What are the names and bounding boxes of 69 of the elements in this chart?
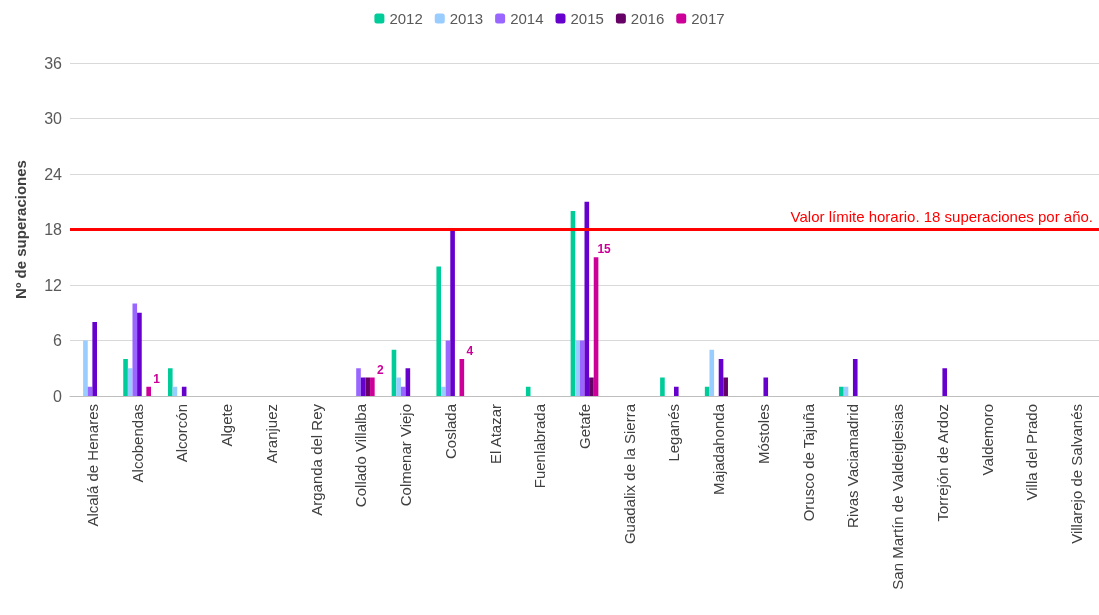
x-tick-label: Colmenar Viejo xyxy=(397,404,415,507)
bar xyxy=(673,386,679,396)
x-tick-label: Algete xyxy=(218,404,236,447)
bar xyxy=(709,349,715,396)
bar xyxy=(441,386,446,396)
x-tick-label: Alcobendas xyxy=(128,404,146,483)
bar xyxy=(123,359,128,396)
bar xyxy=(942,368,948,396)
x-tick-label: Valdemoro xyxy=(978,404,996,476)
bar xyxy=(660,377,665,396)
x-tick-label: Fuenlabrada xyxy=(531,403,549,489)
x-tick-label: San Martín de Valdeiglesias xyxy=(889,404,907,590)
bar xyxy=(589,377,594,396)
x-tick-label: El Atazar xyxy=(486,404,504,465)
bar xyxy=(575,340,580,396)
x-tick-label: Torrejón de Ardoz xyxy=(933,404,951,522)
x-tick-label: Arganda del Rey xyxy=(307,403,325,516)
bar xyxy=(396,377,401,396)
data-label: 15 xyxy=(597,242,612,257)
x-tick-label: Majadahonda xyxy=(710,403,728,495)
bar xyxy=(92,322,97,396)
x-tick-label: Alcorcón xyxy=(173,404,191,463)
legend-label: 2014 xyxy=(510,10,544,27)
y-tick-label: 30 xyxy=(44,110,63,127)
legend-label: 2016 xyxy=(630,10,665,27)
bar xyxy=(839,386,844,396)
bar xyxy=(525,386,531,396)
bar xyxy=(356,368,361,396)
legend-label: 2013 xyxy=(449,10,484,27)
y-tick-label: 0 xyxy=(53,387,63,405)
bar xyxy=(723,377,728,396)
legend-label: 2015 xyxy=(570,10,604,27)
y-tick-label: 18 xyxy=(44,221,63,238)
y-tick-label: 36 xyxy=(44,54,63,72)
bar xyxy=(579,340,585,396)
bar xyxy=(852,359,858,396)
legend-label: 2012 xyxy=(389,10,423,27)
y-axis-title: Nº de superaciones xyxy=(12,160,29,299)
x-tick-label: Móstoles xyxy=(754,404,772,465)
data-label: 1 xyxy=(153,371,161,386)
y-tick-label: 12 xyxy=(44,276,63,294)
bar xyxy=(167,368,173,396)
x-tick-label: Rivas Vaciamadrid xyxy=(844,404,862,528)
x-tick-label: Coslada xyxy=(441,403,459,460)
x-tick-label: Aranjuez xyxy=(262,404,280,464)
x-tick-label: Collado Villalba xyxy=(352,403,370,508)
bar xyxy=(400,386,406,396)
data-label: 2 xyxy=(377,362,385,377)
data-label: 4 xyxy=(466,344,474,358)
x-tick-label: Guadalix de la Sierra xyxy=(620,403,638,545)
bar xyxy=(436,266,442,396)
bar xyxy=(83,340,88,396)
bar xyxy=(370,377,375,396)
bar xyxy=(146,386,151,396)
y-tick-label: 6 xyxy=(53,332,63,349)
bar xyxy=(137,312,142,396)
legend-label: 2017 xyxy=(691,10,725,27)
x-tick-label: Orusco de Tajuña xyxy=(799,403,817,522)
y-tick-label: 24 xyxy=(44,165,63,183)
x-tick-label: Leganés xyxy=(665,404,683,462)
bar xyxy=(763,377,769,396)
x-tick-label: Villarejo de Salvanés xyxy=(1068,404,1086,544)
x-tick-label: Alcalá de Henares xyxy=(83,404,101,527)
bar xyxy=(132,303,138,396)
x-tick-label: Getafe xyxy=(576,404,593,450)
ref-line-label: Valor límite horario. 18 superaciones por año. xyxy=(790,207,1093,225)
bar xyxy=(365,377,371,396)
bar xyxy=(450,229,455,396)
x-tick-label: Villa del Prado xyxy=(1023,404,1041,501)
